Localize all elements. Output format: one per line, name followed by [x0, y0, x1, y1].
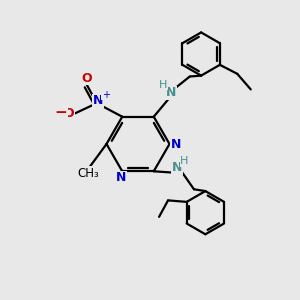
Text: N: N — [166, 86, 176, 99]
Text: H: H — [159, 80, 167, 90]
Text: CH₃: CH₃ — [78, 167, 99, 180]
Text: +: + — [102, 90, 110, 100]
Text: O: O — [81, 72, 92, 85]
Text: H: H — [180, 156, 188, 167]
Text: O: O — [64, 107, 74, 120]
Text: −: − — [54, 105, 67, 120]
Text: N: N — [172, 161, 182, 174]
Text: N: N — [171, 137, 181, 151]
Text: N: N — [93, 94, 104, 107]
Text: N: N — [116, 171, 126, 184]
